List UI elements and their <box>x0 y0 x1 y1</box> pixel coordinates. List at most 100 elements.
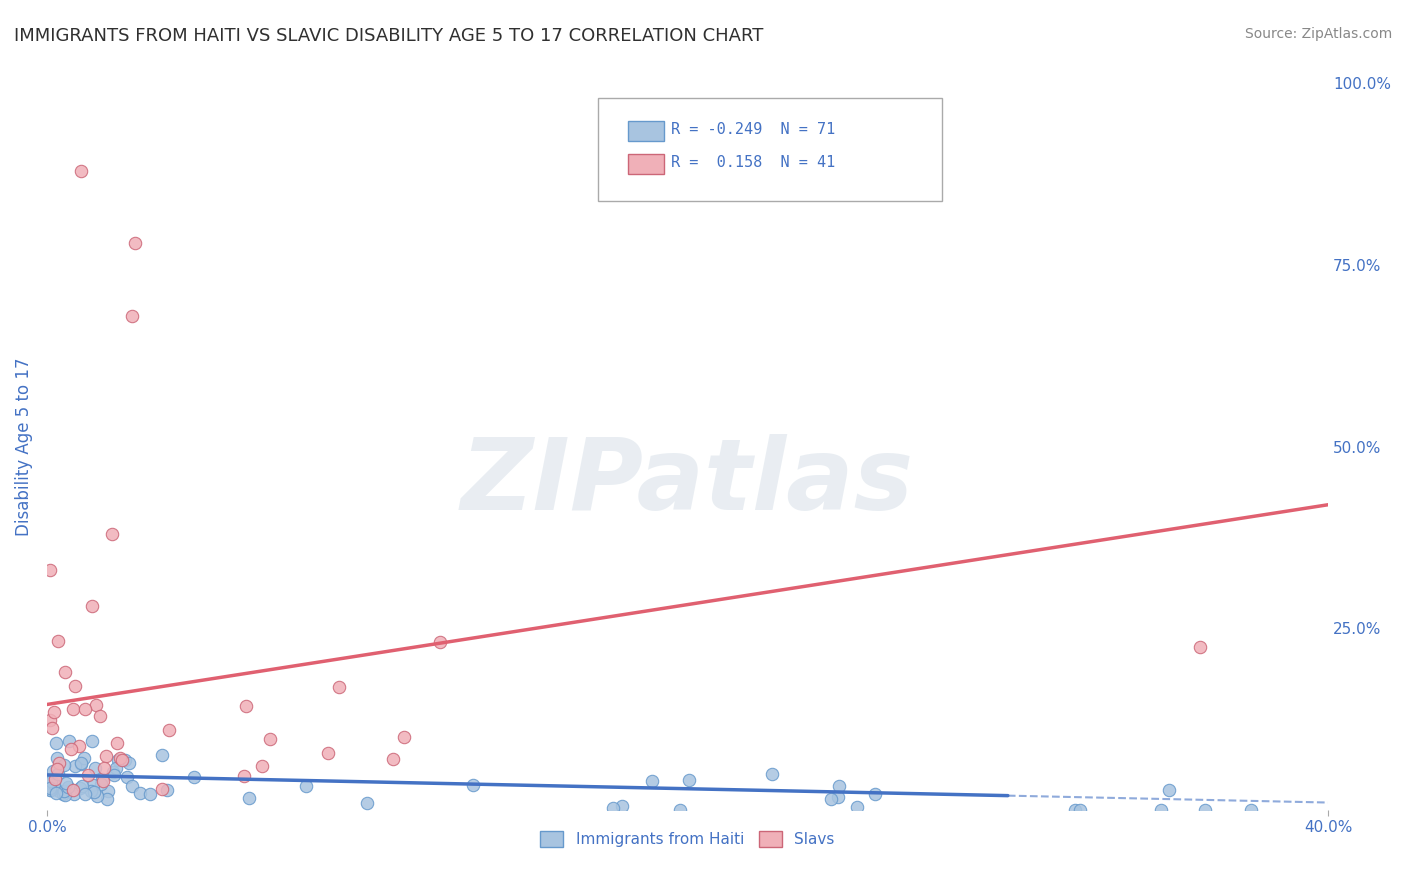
Point <box>105 736 128 750</box>
Point <box>101 526 124 541</box>
Point <box>46 762 69 776</box>
Point <box>96 791 118 805</box>
Point <box>678 772 700 787</box>
Point <box>150 748 173 763</box>
Point <box>63 787 86 801</box>
Point <box>44 705 66 719</box>
Point <box>58 734 80 748</box>
Point <box>90 777 112 791</box>
Point <box>39 780 62 795</box>
Point <box>1240 803 1263 817</box>
Point <box>761 766 783 780</box>
Point <box>46 767 69 781</box>
Point <box>41 774 63 789</box>
Point <box>82 734 104 748</box>
Point <box>46 751 69 765</box>
Point <box>80 784 103 798</box>
Point <box>150 781 173 796</box>
Point <box>392 730 415 744</box>
Point <box>828 779 851 793</box>
Point <box>235 698 257 713</box>
Point <box>52 757 75 772</box>
Text: IMMIGRANTS FROM HAITI VS SLAVIC DISABILITY AGE 5 TO 17 CORRELATION CHART: IMMIGRANTS FROM HAITI VS SLAVIC DISABILI… <box>14 27 763 45</box>
Point <box>39 563 62 577</box>
Point <box>863 787 886 801</box>
Point <box>63 679 86 693</box>
Point <box>53 665 76 679</box>
Point <box>41 764 63 778</box>
Point <box>82 778 104 792</box>
Point <box>1150 803 1173 817</box>
Point <box>117 771 139 785</box>
Point <box>67 739 90 754</box>
Point <box>429 635 451 649</box>
Point <box>93 774 115 789</box>
Point <box>39 775 62 789</box>
Point <box>845 800 868 814</box>
Point <box>48 783 70 797</box>
Point <box>73 787 96 801</box>
Point <box>70 757 93 772</box>
Point <box>382 752 405 766</box>
Point <box>259 731 281 746</box>
Point <box>139 788 162 802</box>
Point <box>157 723 180 738</box>
Point <box>45 736 67 750</box>
Point <box>1064 803 1087 817</box>
Point <box>84 761 107 775</box>
Point <box>48 756 70 770</box>
Point <box>233 768 256 782</box>
Point <box>53 788 76 802</box>
Point <box>55 775 77 789</box>
Point <box>328 680 350 694</box>
Point <box>44 772 66 787</box>
Point <box>316 746 339 760</box>
Point <box>53 784 76 798</box>
Point <box>668 803 690 817</box>
Point <box>86 789 108 804</box>
Point <box>73 750 96 764</box>
Point <box>83 785 105 799</box>
Point <box>124 236 146 251</box>
Point <box>63 758 86 772</box>
Point <box>111 753 134 767</box>
Point <box>39 713 62 727</box>
Point <box>91 772 114 787</box>
Point <box>103 764 125 779</box>
Point <box>1069 803 1091 817</box>
Point <box>39 783 62 797</box>
Point <box>97 784 120 798</box>
Point <box>238 791 260 805</box>
Point <box>610 799 633 814</box>
Point <box>1194 803 1216 817</box>
Y-axis label: Disability Age 5 to 17: Disability Age 5 to 17 <box>15 358 32 536</box>
Point <box>41 783 63 797</box>
Text: ZIPatlas: ZIPatlas <box>461 434 914 532</box>
Point <box>1188 640 1211 654</box>
Point <box>94 749 117 764</box>
Point <box>75 702 97 716</box>
Point <box>295 779 318 793</box>
Point <box>82 599 104 614</box>
Point <box>52 787 75 801</box>
Point <box>89 708 111 723</box>
Point <box>108 751 131 765</box>
Point <box>72 779 94 793</box>
Point <box>121 309 143 323</box>
Point <box>46 633 69 648</box>
Point <box>77 768 100 782</box>
Point <box>59 741 82 756</box>
Point <box>93 761 115 775</box>
Point <box>827 789 849 804</box>
Point <box>104 761 127 775</box>
Point <box>1157 783 1180 797</box>
Text: R = -0.249  N = 71: R = -0.249 N = 71 <box>671 122 835 136</box>
Point <box>356 797 378 811</box>
Point <box>156 783 179 797</box>
Point <box>252 759 274 773</box>
Point <box>56 780 79 794</box>
Point <box>84 698 107 712</box>
Point <box>62 782 84 797</box>
Point <box>44 777 66 791</box>
Point <box>70 756 93 770</box>
